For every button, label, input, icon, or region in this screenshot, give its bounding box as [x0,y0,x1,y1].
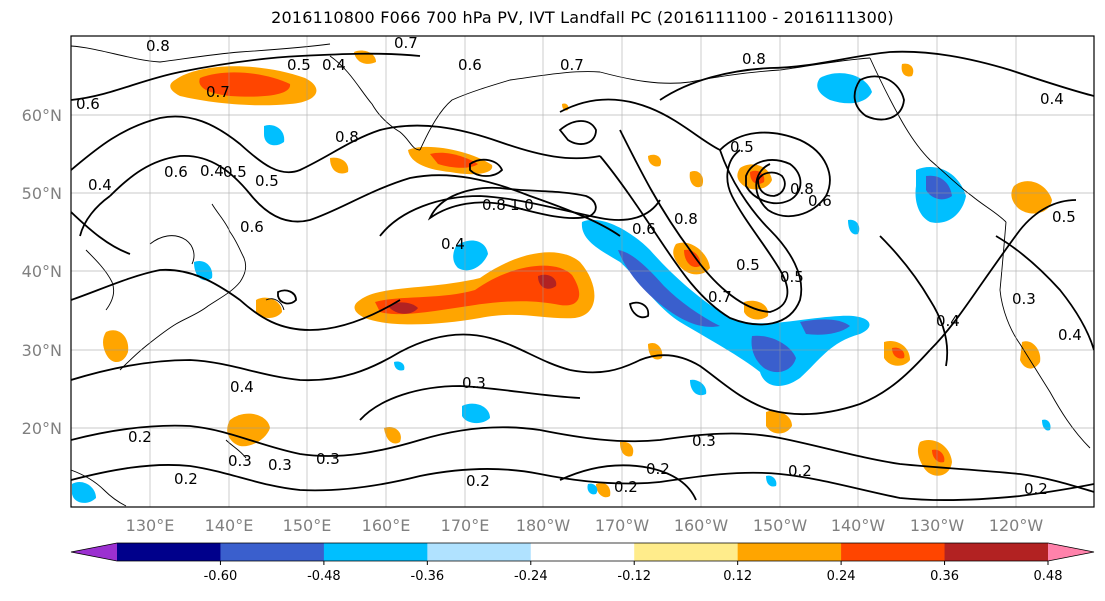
colorbar-tick-label: 0.36 [930,569,959,584]
colorbar-outline [70,542,1095,562]
contour-label: 0.5 [255,172,279,190]
colorbar-tick-label: -0.12 [617,569,651,584]
contour-label: 0.8 [742,50,766,68]
contour-label: 0.4 [88,176,112,194]
lon-label: 120°W [989,516,1044,535]
contour-label: 0.3 [1012,290,1036,308]
contour-label: 0.5 [730,138,754,156]
colorbar-tick-label: 0.12 [723,569,752,584]
lon-label: 150°E [283,516,332,535]
contour-label: 0.4 [936,312,960,330]
positive-anomaly-shading [103,50,1052,498]
contour-label: 0.5 [736,256,760,274]
contour-label: 0.4 [1040,90,1064,108]
lat-label: 20°N [22,419,62,438]
contour-label: 0.2 [466,472,490,490]
latitude-labels: 60°N 50°N 40°N 30°N 20°N [22,106,62,438]
contour-label: 0.6 [164,163,188,181]
longitude-labels: 130°E 140°E 150°E 160°E 170°E 180°W 170°… [126,516,1044,535]
colorbar-segment [427,543,532,561]
pv-contours [71,50,1094,502]
lon-label: 160°E [362,516,411,535]
colorbar-tick-label: -0.60 [204,569,238,584]
contour-label: 0.5 [223,163,247,181]
figure-title: 2016110800 F066 700 hPa PV, IVT Landfall… [271,8,894,27]
contour-label: 0.2 [128,428,152,446]
contour-label: 0.3 [268,456,292,474]
contour-label: 0.8 [335,128,359,146]
lon-label: 170°W [595,516,650,535]
contour-label: 0.7 [206,83,230,101]
lat-label: 60°N [22,106,62,125]
contour-label: 0.8 [674,210,698,228]
contour-label: 0.5 [1052,208,1076,226]
contour-label: 0.4 [200,162,224,180]
lat-label: 30°N [22,341,62,360]
coastlines [71,43,1091,507]
colorbar-extend-min [71,543,117,561]
lon-label: 130°W [910,516,965,535]
colorbar-segment [117,543,221,561]
contour-label: 0.4 [322,56,346,74]
colorbar-segment [634,543,739,561]
contour-label: 0.6 [76,95,100,113]
contour-label: 0.6 [808,192,832,210]
colorbar-tick-label: -0.48 [307,569,341,584]
lon-label: 140°E [205,516,254,535]
contour-label: 0.3 [692,432,716,450]
contour-labels: 0.8 0.5 0.4 0.7 0.6 0.7 0.8 0.6 0.7 0.8 … [76,34,1082,498]
colorbar-tick-label: 0.48 [1034,569,1063,584]
colorbar-extend-max [1048,543,1094,561]
contour-label: 0.4 [230,378,254,396]
contour-label: 0.2 [614,478,638,496]
colorbar: -0.60 -0.48 -0.36 -0.24 -0.12 0.12 0.24 0.36 0.4… [70,542,1095,584]
colorbar-segment [944,543,1049,561]
lon-label: 170°E [441,516,490,535]
colorbar-segment [841,543,946,561]
colorbar-segment [530,543,635,561]
lon-label: 150°W [753,516,808,535]
contour-label: 0.5 [780,268,804,286]
contour-label: 0.4 [1058,326,1082,344]
contour-label: 0.7 [708,288,732,306]
contour-label: 0.6 [458,56,482,74]
contour-label: 0.5 [287,56,311,74]
contour-label: 0.7 [560,56,584,74]
lat-label: 50°N [22,184,62,203]
contour-label: 0.7 [394,34,418,52]
lat-label: 40°N [22,262,62,281]
lon-label: 180°W [516,516,571,535]
contour-label: 1.0 [510,196,534,214]
colorbar-segment [220,543,325,561]
colorbar-segment [737,543,842,561]
contour-label: 0.6 [240,218,264,236]
contour-label: 0.6 [632,220,656,238]
contour-label: 0.3 [316,450,340,468]
contour-label: 0.2 [646,460,670,478]
contour-label: 0.8 [146,37,170,55]
colorbar-segment [323,543,428,561]
lon-label: 160°W [674,516,729,535]
colorbar-tick-label: -0.24 [514,569,548,584]
map-frame [70,35,1095,508]
contour-label: 0.2 [174,470,198,488]
contour-label: 0.2 [1024,480,1048,498]
colorbar-tick-label: 0.24 [827,569,856,584]
contour-label: 0.3 [228,452,252,470]
contour-label: 0.8 [482,196,506,214]
lon-label: 130°E [126,516,175,535]
colorbar-tick-label: -0.36 [411,569,445,584]
contour-label: 0.2 [788,462,812,480]
contour-label: 0.3 [462,374,486,392]
contour-label: 0.8 [790,180,814,198]
contour-label: 0.4 [441,235,465,253]
lon-label: 140°W [831,516,886,535]
